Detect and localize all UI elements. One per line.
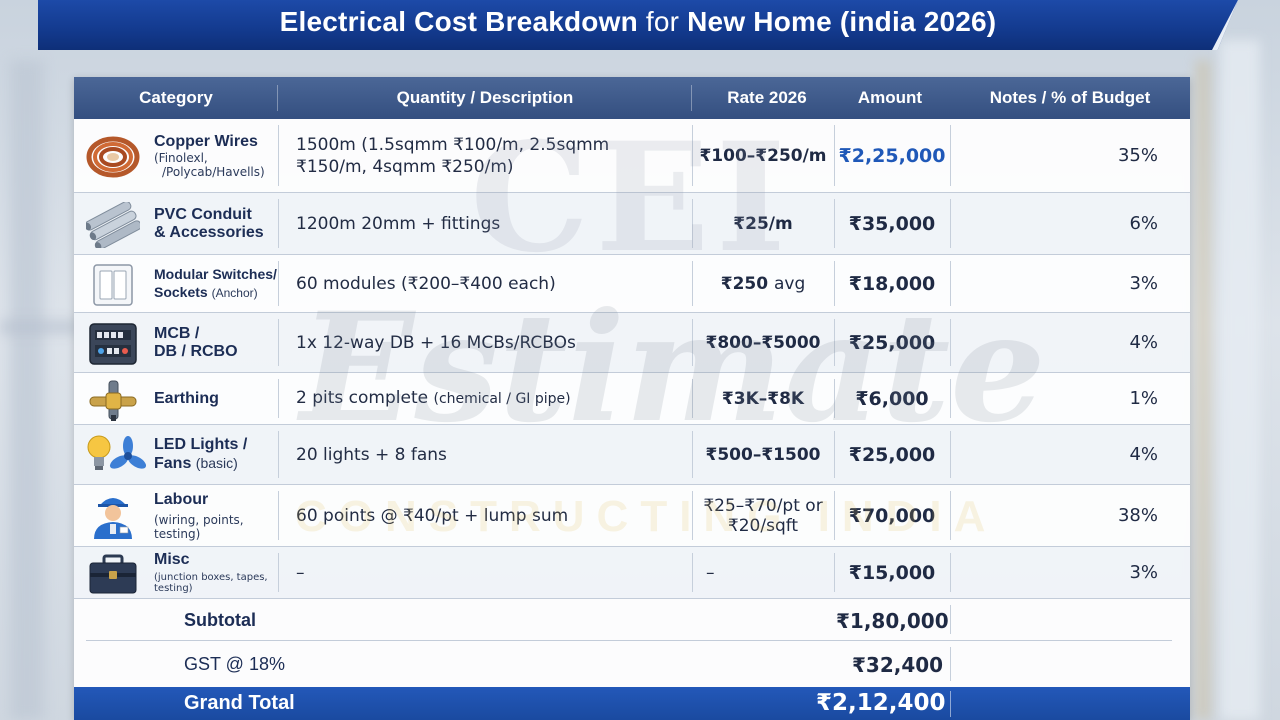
title-banner: Electrical Cost Breakdown for New Home (… (38, 0, 1238, 50)
table-row: Copper Wires (Finolexl, /Polycab/Havells… (74, 119, 1190, 193)
modular-switch-icon (86, 262, 136, 306)
budget-percent: 3% (1129, 273, 1158, 294)
table-row: Labour (wiring, points, testing) 60 point… (74, 485, 1190, 547)
grand-total-amount: ₹2,12,400 (816, 690, 946, 716)
toolbox-icon (86, 551, 137, 595)
category-name: Misc (154, 551, 190, 568)
rate-value: ₹100–₹250/m (699, 145, 827, 166)
table-header: Category Quantity / Description Rate 202… (74, 77, 1190, 119)
rate-value: ₹800–₹5000 (705, 332, 821, 353)
table-row: MCB / DB / RCBO 1x 12-way DB + 16 MCBs/RC… (74, 313, 1190, 373)
amount-value: ₹70,000 (848, 504, 936, 527)
background-column (10, 60, 44, 720)
category-name: Sockets (154, 284, 208, 300)
table-row: Earthing 2 pits complete (chemical / GI … (74, 373, 1190, 425)
rate-value: ₹25–₹70/pt or (703, 495, 823, 516)
category-detail: (basic) (195, 455, 238, 471)
bulb-fan-icon (86, 432, 147, 476)
grand-total-row: Grand Total ₹2,12,400 (74, 687, 1190, 720)
cost-table: Category Quantity / Description Rate 202… (74, 77, 1190, 720)
category-name: Earthing (154, 389, 219, 407)
budget-percent: 1% (1129, 388, 1158, 409)
budget-percent: 4% (1129, 332, 1158, 353)
table-row: Misc (junction boxes, tapes, testing) – –… (74, 547, 1190, 599)
category-detail: (wiring, points, testing) (154, 512, 244, 541)
gst-row: GST @ 18% ₹32,400 (86, 641, 1172, 687)
amount-value: ₹15,000 (848, 561, 936, 584)
table-row: Modular Switches/Sockets (Anchor) 60 mod… (74, 255, 1190, 313)
distribution-board-icon (86, 321, 137, 365)
budget-percent: 3% (1129, 562, 1158, 583)
rate-value: ₹3K–₹8K (721, 388, 805, 409)
subtotal-row: Subtotal ₹1,80,000 (86, 599, 1172, 641)
quantity-description: ₹150/m, 4sqmm ₹250/m) (296, 156, 514, 177)
background-column (1196, 60, 1210, 720)
grand-total-label: Grand Total (184, 692, 295, 714)
category-name: Labour (154, 490, 209, 508)
pvc-pipes-icon (84, 200, 142, 250)
page-title: Electrical Cost Breakdown for New Home (… (279, 6, 997, 37)
electrician-worker-icon (86, 491, 136, 539)
amount-value: ₹35,000 (848, 212, 936, 235)
rate-value: ₹20/sqft (727, 515, 799, 536)
rate-value: – (706, 562, 715, 583)
gst-amount: ₹32,400 (852, 653, 944, 677)
header-rate: Rate 2026 (727, 88, 807, 107)
header-notes: Notes / % of Budget (989, 88, 1151, 107)
budget-percent: 4% (1129, 444, 1158, 465)
category-name: DB / RCBO (154, 342, 238, 360)
category-name: Modular Switches/ (154, 266, 277, 282)
quantity-description: – (296, 562, 305, 583)
header-category: Category (74, 77, 278, 119)
category-detail: /Polycab/Havells) (162, 164, 265, 179)
quantity-description: 2 pits complete (296, 388, 429, 408)
category-detail: (Finolexl, (154, 150, 208, 165)
category-detail: (junction boxes, tapes, testing) (154, 572, 268, 594)
amount-value: ₹25,000 (848, 331, 936, 354)
header-amount: Amount (857, 88, 923, 107)
background-column (1220, 40, 1260, 720)
amount-value: ₹18,000 (848, 272, 936, 295)
category-name: MCB / (154, 324, 200, 342)
quantity-description: 60 points @ ₹40/pt + lump sum (296, 505, 569, 526)
table-row: LED Lights / Fans (basic) 20 lights + 8 f… (74, 425, 1190, 485)
category-name: LED Lights / (154, 436, 248, 453)
amount-value: ₹6,000 (855, 387, 929, 410)
quantity-description: 1200m 20mm + fittings (296, 213, 501, 234)
quantity-description: 20 lights + 8 fans (296, 444, 447, 465)
budget-percent: 6% (1129, 213, 1158, 234)
category-name: Fans (154, 455, 192, 472)
rate-value: ₹250 (720, 273, 769, 294)
category-name: & Accessories (154, 223, 264, 241)
table-row: PVC Conduit & Accessories 1200m 20mm + fi… (74, 193, 1190, 255)
category-detail: (Anchor) (211, 286, 258, 300)
quantity-description: 1500m (1.5sqmm ₹100/m, 2.5sqmm (296, 134, 610, 155)
quantity-description: 1x 12-way DB + 16 MCBs/RCBOs (296, 332, 576, 353)
gst-label: GST @ 18% (184, 654, 285, 674)
copper-wire-coil-icon (86, 134, 140, 178)
earthing-pipe-icon (86, 377, 137, 421)
quantity-detail: (chemical / GI pipe) (433, 391, 571, 407)
category-name: Copper Wires (154, 132, 258, 150)
budget-percent: 38% (1117, 505, 1158, 526)
header-quantity: Quantity / Description (278, 77, 692, 119)
budget-percent: 35% (1117, 145, 1158, 166)
amount-value: ₹2,25,000 (838, 144, 946, 167)
subtotal-amount: ₹1,80,000 (836, 609, 949, 633)
amount-value: ₹25,000 (848, 443, 936, 466)
quantity-description: 60 modules (₹200–₹400 each) (296, 273, 556, 294)
background-beam (0, 320, 80, 334)
category-name: PVC Conduit (154, 205, 252, 223)
rate-value: ₹500–₹1500 (705, 444, 821, 465)
rate-suffix: avg (773, 273, 806, 294)
subtotal-label: Subtotal (184, 610, 256, 630)
rate-value: ₹25/m (733, 213, 793, 234)
